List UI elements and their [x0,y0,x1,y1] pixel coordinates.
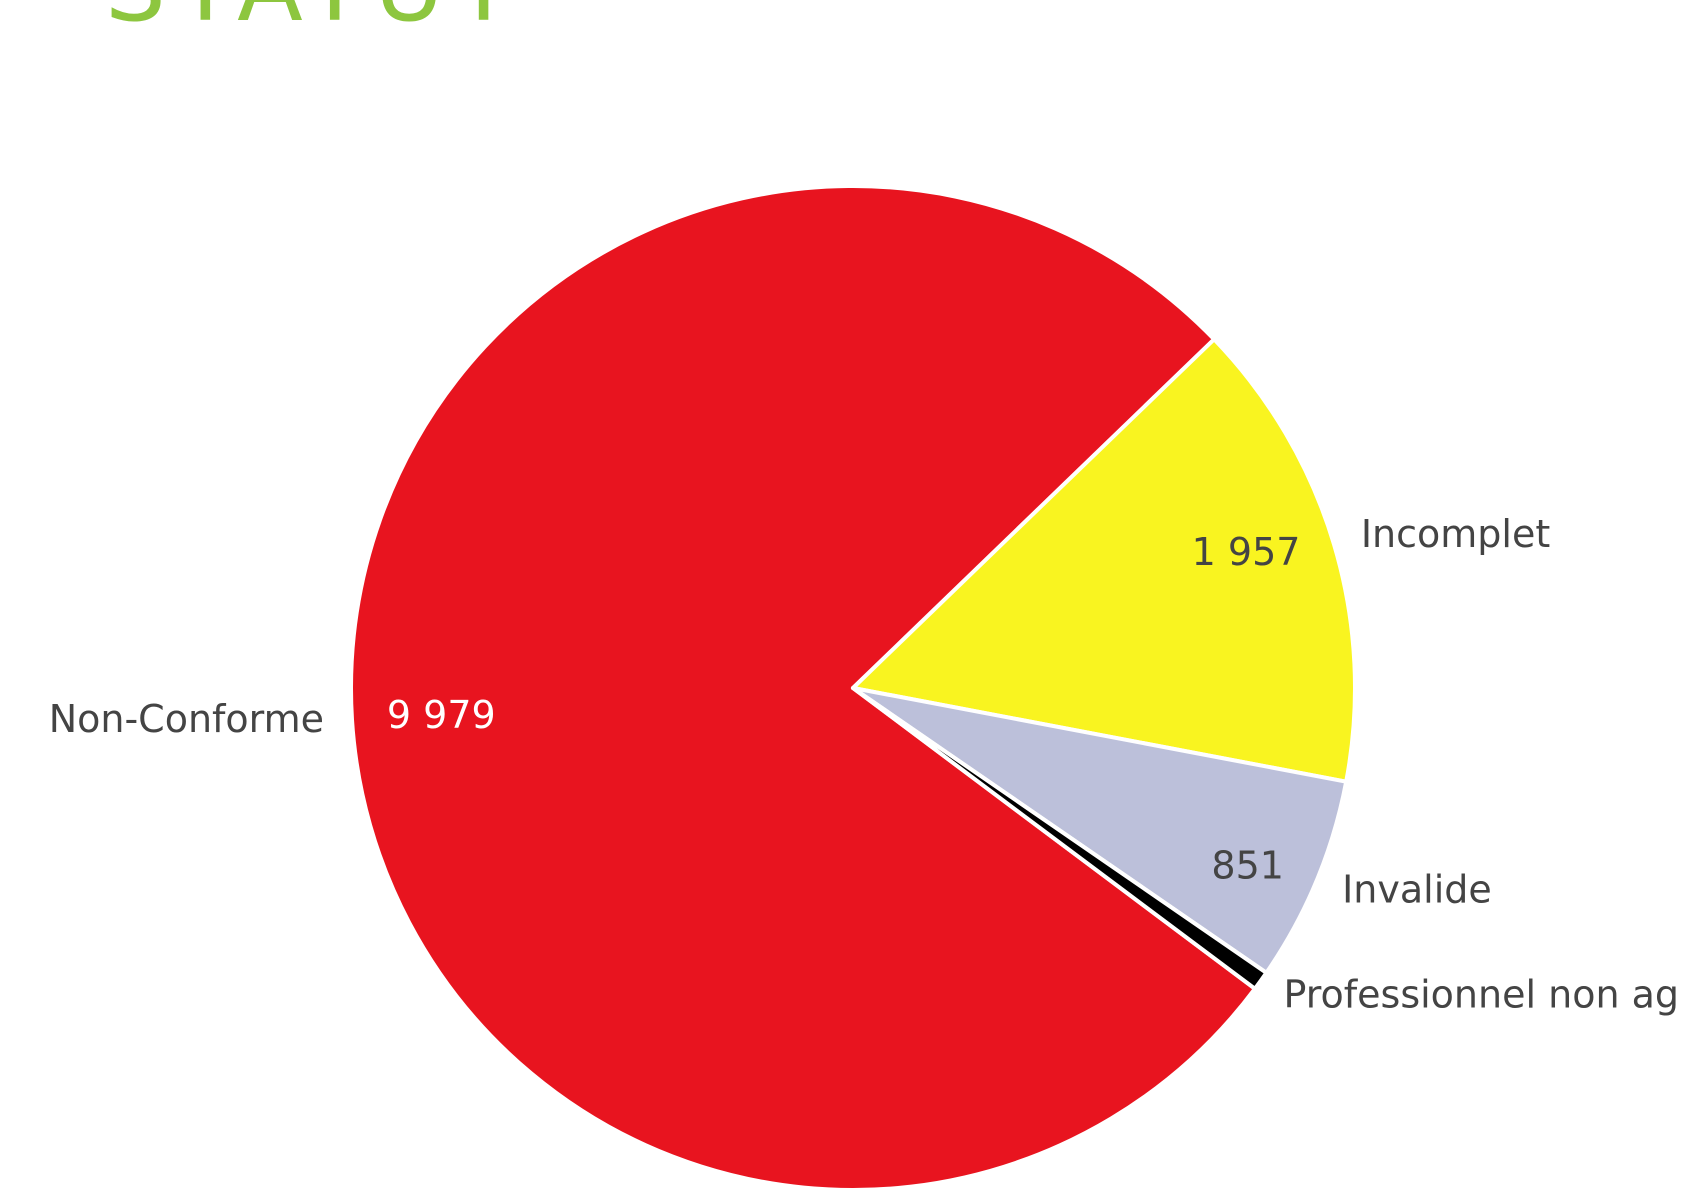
category-label: Incomplet [1361,512,1550,556]
chart-title: STATUT [105,0,523,43]
category-label: Invalide [1342,868,1492,912]
value-label: 851 [1211,843,1284,887]
category-label: Professionnel non ag [1283,973,1679,1017]
pie-slice [349,184,1257,1192]
pie-slice [851,686,1269,991]
value-label: 9 979 [387,693,496,737]
value-label: 1 957 [1192,530,1301,574]
pie-slice [851,337,1357,784]
category-label: Non-Conforme [49,697,324,741]
pie-slice [851,686,1349,975]
